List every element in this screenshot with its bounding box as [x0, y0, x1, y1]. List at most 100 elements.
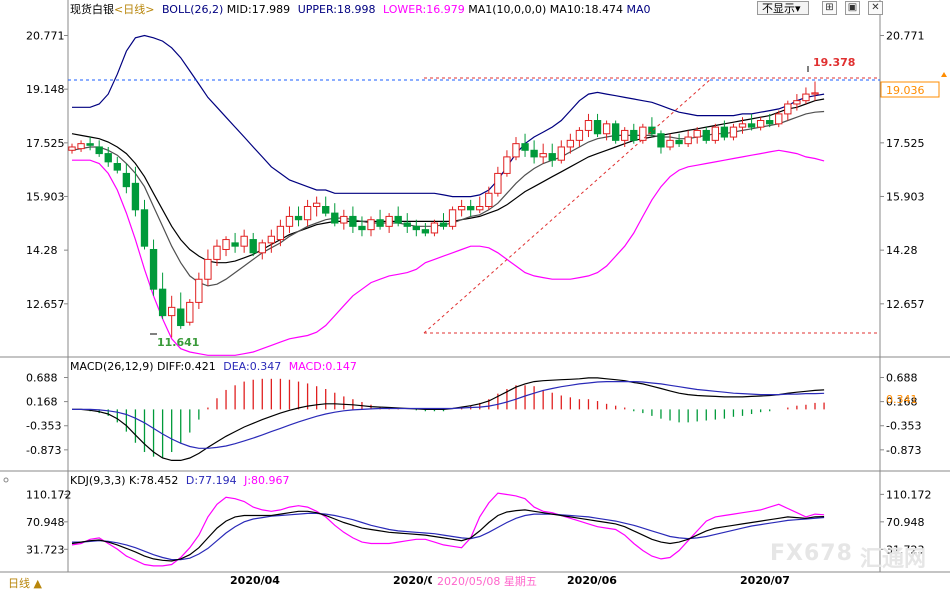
candle-body	[122, 172, 131, 188]
candle-body	[775, 113, 783, 125]
chart-header: 现货白银<日线> BOLL(26,2) MID:17.989 UPPER:18.…	[70, 3, 651, 17]
price-right-tick-label: 17.525	[886, 137, 925, 150]
candle-body	[675, 139, 683, 145]
kdj-k-value: K:78.452	[129, 474, 179, 487]
candle-body	[802, 93, 810, 102]
candle-body	[476, 205, 484, 211]
candle-body	[711, 126, 720, 141]
time-axis-label: 2020/06	[567, 574, 617, 587]
candle-body	[566, 139, 575, 148]
candle-body	[204, 258, 212, 280]
candle-body	[140, 209, 149, 247]
kdj-header: KDJ(9,3,3) K:78.452 D:77.194 J:80.967	[70, 474, 290, 488]
kdj-k-line	[71, 509, 825, 562]
current-price-label: 19.036	[886, 84, 925, 97]
candle-body	[648, 126, 656, 135]
candle-body	[86, 143, 94, 146]
ma10-line	[71, 110, 825, 287]
boll-mid-value: MID:17.989	[226, 3, 291, 16]
macd-dea-line	[72, 381, 825, 449]
boll-label[interactable]: BOLL(26,2)	[161, 3, 224, 16]
time-axis-label: 2020/04	[230, 574, 280, 587]
candle-body	[412, 225, 420, 231]
candle-body	[367, 219, 375, 231]
kdj-j-value: J:80.967	[244, 474, 290, 487]
candle-body	[793, 100, 801, 105]
candle-body	[448, 209, 457, 227]
boll-upper-line	[72, 34, 825, 198]
maximize-icon[interactable]: ▣	[845, 1, 860, 15]
candle-body	[657, 133, 665, 148]
price-up-marker	[941, 72, 947, 77]
kdj-d-line	[72, 512, 825, 561]
layout-icon[interactable]: ⊞	[822, 1, 837, 15]
candle-body	[385, 215, 393, 227]
price-left-tick-label: 15.903	[26, 190, 65, 203]
candle-body	[756, 120, 765, 128]
kdj-title[interactable]: KDJ(9,3,3)	[70, 474, 126, 487]
candle-body	[494, 172, 502, 194]
candle-body	[430, 222, 439, 234]
candle-body	[376, 219, 384, 227]
kdj-d-value: D:77.194	[185, 474, 237, 487]
candle-body	[584, 120, 593, 131]
candle-body	[621, 129, 629, 141]
price-left-tick-label: 17.525	[26, 137, 65, 150]
candle-body	[394, 215, 402, 224]
kdj-left-tick-label: 110.172	[26, 488, 72, 501]
candle-body	[693, 129, 701, 138]
macd-right-tick-label: 0.168	[886, 396, 918, 409]
macd-right-tick-label: -0.353	[886, 420, 921, 433]
candle-body	[77, 143, 85, 150]
candle-body	[285, 215, 294, 227]
candle-body	[467, 205, 475, 211]
candle-body	[322, 205, 330, 214]
macd-current-label: 0.341	[886, 393, 918, 406]
hide-indicator-button[interactable]: 不显示▾	[757, 1, 809, 15]
close-icon[interactable]: ✕	[868, 1, 883, 15]
candle-body	[485, 192, 493, 207]
boll-upper-value: UPPER:18.998	[297, 3, 376, 16]
period-button[interactable]: 日线 ▲	[8, 577, 42, 590]
candle-body	[439, 222, 448, 227]
candle-body	[95, 146, 103, 155]
macd-title[interactable]: MACD(26,12,9)	[70, 360, 154, 373]
candle-body	[149, 248, 158, 290]
candle-body	[747, 123, 756, 128]
macd-diff-value: DIFF:0.421	[157, 360, 216, 373]
watermark-logo: FX678	[770, 541, 853, 566]
period-label[interactable]: <日线>	[114, 3, 155, 16]
kdj-right-tick-label: 110.172	[886, 488, 932, 501]
crosshair-date-bg	[432, 574, 542, 588]
candle-body	[222, 239, 230, 250]
time-axis-label: 2020/05	[393, 574, 443, 587]
trend-dashed-line	[423, 77, 713, 334]
instrument-name: 现货白银	[70, 3, 114, 16]
crosshair-date-label: 2020/05/08 星期五	[437, 575, 537, 588]
candle-body	[131, 182, 140, 211]
candle-body	[766, 120, 774, 125]
price-right-tick-label: 12.657	[886, 298, 925, 311]
candle-body	[213, 245, 221, 260]
candle-body	[457, 205, 466, 211]
kdj-right-tick-label: 31.723	[886, 543, 925, 556]
candle-body	[630, 129, 638, 141]
price-left-tick-label: 14.28	[26, 244, 58, 257]
macd-left-tick-label: -0.873	[26, 444, 61, 457]
candle-body	[358, 225, 366, 231]
candle-body	[684, 136, 692, 145]
kdj-left-tick-label: 70.948	[26, 516, 65, 529]
boll-lower-line	[72, 149, 825, 356]
candle-body	[167, 306, 176, 317]
candle-body	[104, 153, 112, 163]
candle-body	[738, 123, 747, 128]
candle-body	[503, 156, 511, 174]
candle-body	[240, 235, 248, 247]
ma1-label[interactable]: MA1(10,0,0,0)	[468, 3, 547, 16]
boll-mid-line	[71, 98, 825, 264]
candle-body	[186, 301, 194, 323]
low-annotation: 11.641	[157, 336, 199, 349]
candle-body	[639, 126, 647, 141]
price-right-tick-label: 20.771	[886, 29, 925, 42]
